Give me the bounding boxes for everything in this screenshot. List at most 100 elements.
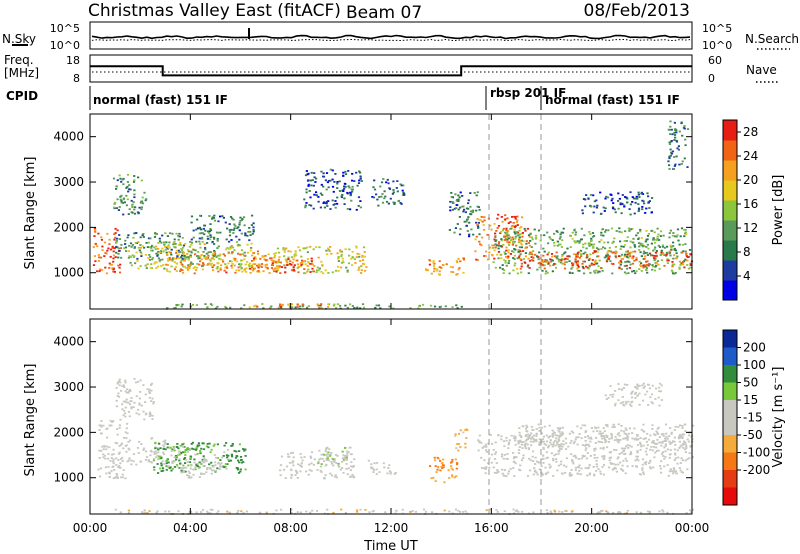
vel-cells-cell xyxy=(574,466,577,469)
power-cells-cell xyxy=(113,247,116,249)
vel-cells-cell xyxy=(236,511,239,514)
vel-cells-cell xyxy=(552,433,555,435)
vel-cells-cell xyxy=(624,437,627,440)
vel-cells-cell xyxy=(521,510,524,513)
power-cells-cell xyxy=(190,221,193,224)
power-cells-cell xyxy=(581,209,584,212)
power-cells-cell xyxy=(297,266,300,268)
vel-cells-cell xyxy=(182,464,185,467)
vel-cells-cell xyxy=(548,466,551,469)
vel-cells-cell xyxy=(311,509,314,512)
power-cells-cell xyxy=(433,267,436,270)
power-cells-cell xyxy=(201,236,204,239)
power-cells-cell xyxy=(178,251,181,253)
vel-cells-cell xyxy=(535,460,539,463)
power-cells-cell xyxy=(603,241,606,244)
velocity-colorbar-tick-label: -50 xyxy=(743,428,763,442)
vel-cells-cell xyxy=(495,462,498,464)
vel-cells-cell xyxy=(98,429,101,431)
vel-cells-cell xyxy=(484,466,487,469)
power-cells-cell xyxy=(523,227,526,230)
power-cells-cell xyxy=(676,228,680,231)
power-cells-cell xyxy=(216,238,219,240)
vel-cells-cell xyxy=(673,459,676,461)
vel-cells-cell xyxy=(153,469,156,471)
vel-cells-cell xyxy=(323,460,326,463)
power-cells-cell xyxy=(677,148,680,151)
power-cells-cell xyxy=(285,247,288,250)
vel-cells-cell xyxy=(552,475,555,477)
power-cells-cell xyxy=(322,172,325,175)
power-cells-cell xyxy=(197,251,200,253)
vel-cells-cell xyxy=(595,470,598,472)
power-cells-cell xyxy=(181,257,184,260)
power-cells-cell xyxy=(480,244,483,247)
power-cells-cell xyxy=(385,181,388,184)
vel-cells-cell xyxy=(558,447,562,450)
vel-cells-cell xyxy=(370,463,373,466)
vel-cells-cell xyxy=(144,393,147,396)
vel-cells-cell xyxy=(451,475,454,478)
vel-cells-cell xyxy=(138,403,141,406)
x-tick-label: 00:00 xyxy=(675,521,710,535)
power-cells-cell xyxy=(520,262,523,265)
vel-cells-cell xyxy=(279,469,282,472)
velocity-colorbar-tick-label: -200 xyxy=(743,463,770,477)
vel-cells-cell xyxy=(555,458,558,460)
power-cells-cell xyxy=(532,259,535,262)
vel-cells-cell xyxy=(545,451,548,454)
power-cells-cell xyxy=(97,254,100,256)
power-cells-cell xyxy=(217,220,220,223)
vel-cells-cell xyxy=(372,468,375,471)
vel-cells-cell xyxy=(180,452,183,455)
vel-cells-cell xyxy=(530,425,534,428)
vel-cells-cell xyxy=(371,467,374,470)
vel-cells-cell xyxy=(480,456,483,459)
vel-cells-cell xyxy=(532,429,535,431)
vel-cells-cell xyxy=(585,457,588,460)
power-cells-cell xyxy=(348,186,351,189)
vel-cells-cell xyxy=(115,473,119,476)
vel-cells-cell xyxy=(330,462,334,465)
power-cells-cell xyxy=(516,257,519,260)
vel-cells-cell xyxy=(589,436,592,439)
power-cells-cell xyxy=(201,268,204,271)
power-cells-cell xyxy=(117,209,120,211)
vel-cells-cell xyxy=(622,403,625,406)
power-cells-cell xyxy=(183,265,186,268)
vel-cells-cell xyxy=(599,470,602,473)
power-cells-cell xyxy=(561,255,564,257)
power-cells-cell xyxy=(114,232,117,234)
vel-cells-cell xyxy=(605,434,608,437)
vel-cells-cell xyxy=(206,468,209,471)
power-cells-cell xyxy=(584,242,587,245)
vel-cells-cell xyxy=(128,390,131,393)
power-cells-cell xyxy=(94,229,97,232)
power-cells-cell xyxy=(203,233,206,236)
vel-cells-cell xyxy=(296,511,299,513)
vel-cells-cell xyxy=(148,413,151,415)
noise-strip-frame xyxy=(89,21,693,50)
power-cells-cell xyxy=(268,257,272,260)
vel-cells-cell xyxy=(624,457,627,460)
vel-cells-cell xyxy=(535,435,538,437)
power-cells-cell xyxy=(219,267,222,270)
power-cells-cell xyxy=(325,249,328,252)
vel-cells-cell xyxy=(531,455,534,458)
vel-cells-cell xyxy=(648,462,651,464)
vel-cells-cell xyxy=(201,442,204,445)
power-cells-cell xyxy=(514,237,517,240)
power-cells-cell xyxy=(518,229,521,232)
vel-cells-cell xyxy=(686,438,689,441)
power-cells-cell xyxy=(117,256,120,259)
power-cells-cell xyxy=(524,252,527,254)
vel-cells-cell xyxy=(540,432,543,435)
power-cells-cell xyxy=(593,205,596,208)
power-cells-cell xyxy=(513,254,516,257)
power-cells-cell xyxy=(409,307,412,309)
vel-cells-cell xyxy=(626,439,629,441)
power-cells-cell xyxy=(218,257,221,260)
vel-cells-cell xyxy=(530,432,533,435)
power-cells-cell xyxy=(521,216,524,219)
